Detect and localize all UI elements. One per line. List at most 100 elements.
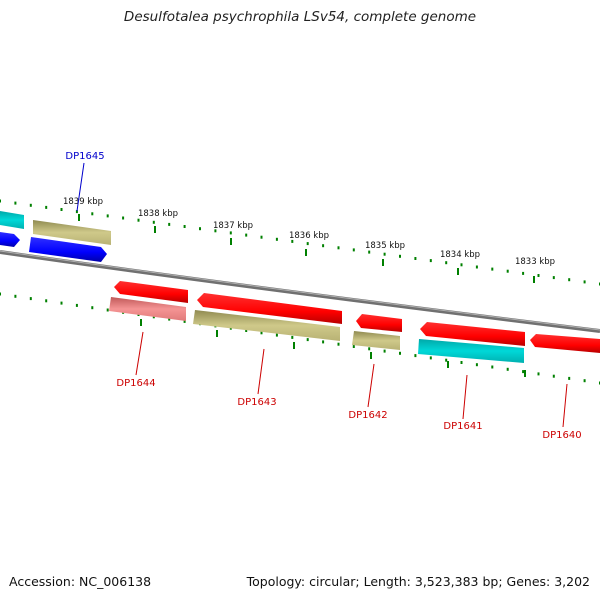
genome-backbone [0, 250, 600, 333]
label-leader-dp1645 [76, 162, 85, 212]
ruler-minor-tick [445, 261, 448, 265]
ruler-minor-tick [91, 306, 94, 310]
label-leader-dp1644 [135, 331, 144, 376]
ruler-minor-tick [383, 252, 386, 256]
gene-arrow-dp1642[interactable] [356, 314, 402, 332]
ruler-minor-tick [75, 210, 78, 214]
ruler-minor-tick [75, 303, 78, 307]
ruler-minor-tick [352, 345, 355, 348]
gene-arrow-dp1645[interactable] [29, 237, 107, 262]
ruler-minor-tick [137, 218, 140, 222]
ruler-label: 1833 kbp [515, 257, 555, 267]
gene-label-dp1642[interactable]: DP1642 [348, 410, 387, 421]
label-leader-dp1641 [462, 374, 468, 420]
gene-arrow-partial-blue[interactable] [0, 232, 20, 247]
cog-band-dp1643[interactable] [193, 310, 340, 341]
label-leader-dp1642 [367, 363, 375, 408]
ruler-dots-upper [0, 199, 600, 286]
ruler-minor-tick [552, 276, 555, 280]
cog-band-dp1645[interactable] [33, 220, 111, 245]
ruler-minor-tick [60, 301, 63, 305]
ruler-minor-tick [368, 347, 371, 351]
ruler-minor-tick [460, 263, 463, 267]
gene-label-dp1640[interactable]: DP1640 [542, 430, 581, 441]
ruler-minor-tick [337, 342, 340, 346]
ruler-minor-tick [383, 349, 386, 353]
ruler-minor-tick [168, 317, 171, 321]
ruler-minor-tick [106, 308, 109, 312]
ruler-minor-tick [91, 212, 94, 216]
ruler-minor-tick [491, 267, 494, 271]
ruler-minor-tick [322, 340, 325, 344]
ruler-minor-tick [522, 271, 525, 275]
genome-summary-text: Topology: circular; Length: 3,523,383 bp… [246, 574, 590, 589]
ruler-minor-tick [475, 265, 478, 269]
gene-labels: DP1645 DP1644 DP1643 DP1642 DP1641 DP164… [65, 151, 581, 441]
ruler-minor-tick [14, 201, 17, 205]
ruler-minor-tick [214, 229, 217, 233]
ruler-minor-tick [291, 335, 294, 339]
ruler-minor-tick [537, 274, 540, 277]
ruler-minor-tick [60, 208, 63, 211]
gene-arrow-partial-cyan[interactable] [0, 211, 24, 229]
ruler-minor-tick [291, 239, 294, 243]
ruler-minor-tick [352, 248, 355, 252]
ruler-minor-tick [399, 254, 401, 258]
accession-text: Accession: NC_006138 [9, 574, 152, 589]
ruler-minor-tick [0, 199, 1, 203]
ruler-minor-tick [506, 367, 509, 371]
ruler-minor-tick [368, 250, 371, 254]
ruler-minor-tick [445, 358, 448, 362]
ruler-minor-tick [429, 259, 432, 263]
cog-band-dp1642[interactable] [352, 331, 400, 350]
ruler-minor-tick [429, 356, 432, 360]
ruler-minor-tick [260, 235, 263, 239]
ruler-minor-tick [583, 379, 586, 383]
gene-label-dp1643[interactable]: DP1643 [237, 397, 276, 408]
ruler-minor-tick [275, 333, 278, 337]
map-title: Desulfotalea psychrophila LSv54, complet… [123, 9, 477, 25]
ruler-minor-tick [260, 331, 263, 335]
ruler-minor-tick [0, 292, 1, 296]
ruler-label: 1839 kbp [63, 197, 103, 207]
ruler-ticks-lower [140, 319, 526, 377]
ruler-minor-tick [122, 216, 125, 220]
ruler-minor-tick [460, 361, 463, 364]
ruler-minor-tick [414, 257, 417, 260]
gene-arrow-dp1641[interactable] [420, 322, 525, 346]
ruler-label: 1834 kbp [440, 250, 480, 260]
ruler-minor-tick [552, 374, 555, 378]
ruler-minor-tick [306, 338, 309, 342]
ruler-minor-tick [245, 329, 248, 332]
cog-band-dp1641[interactable] [418, 339, 524, 363]
gene-arrow-dp1640[interactable] [530, 334, 600, 353]
ruler-minor-tick [183, 319, 186, 323]
ruler-minor-tick [183, 225, 186, 228]
ruler-minor-tick [152, 220, 155, 224]
ruler-minor-tick [414, 354, 417, 358]
ruler-minor-tick [568, 376, 571, 380]
ruler-minor-tick [306, 242, 309, 246]
cog-band-dp1644[interactable] [109, 297, 186, 321]
ruler-minor-tick [568, 278, 571, 282]
gene-label-dp1645[interactable]: DP1645 [65, 151, 104, 162]
gene-label-dp1644[interactable]: DP1644 [116, 378, 155, 389]
ruler-minor-tick [522, 370, 525, 374]
ruler-label: 1835 kbp [365, 241, 405, 251]
gene-arrow-dp1643[interactable] [197, 293, 342, 324]
gene-arrow-dp1644[interactable] [114, 281, 188, 303]
ruler-minor-tick [475, 363, 478, 367]
gene-label-dp1641[interactable]: DP1641 [443, 421, 482, 432]
ruler-ticks: 1839 kbp 1838 kbp 1837 kbp 1836 kbp 1835… [63, 197, 555, 283]
ruler-minor-tick [29, 203, 32, 207]
ruler-minor-tick [245, 233, 248, 237]
ruler-minor-tick [45, 299, 48, 303]
ruler-minor-tick [168, 222, 171, 226]
ruler-minor-tick [337, 246, 340, 250]
ruler-label: 1836 kbp [289, 231, 329, 241]
ruler-minor-tick [537, 372, 540, 376]
ruler-dots-lower [0, 292, 600, 385]
ruler-minor-tick [106, 214, 109, 218]
ruler-minor-tick [275, 237, 278, 241]
